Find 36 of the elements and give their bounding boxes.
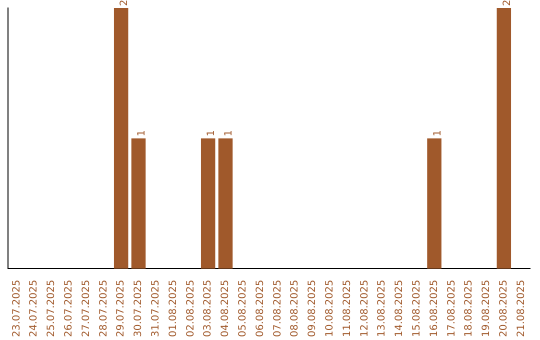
x-tick-label: 04.08.2025	[220, 280, 232, 338]
x-tick-label: 13.08.2025	[376, 280, 388, 338]
x-tick-label: 02.08.2025	[185, 280, 196, 338]
data-label: 1	[224, 130, 235, 136]
x-tick-label: 27.07.2025	[80, 280, 92, 338]
x-tick-label: 31.07.2025	[150, 280, 162, 338]
x-tick-label: 26.07.2025	[63, 280, 74, 338]
data-label: 1	[136, 130, 148, 136]
x-tick-label: 15.08.2025	[411, 280, 422, 338]
x-tick-label: 21.08.2025	[516, 280, 527, 338]
data-label: 2	[119, 0, 130, 6]
x-tick-label: 23.07.2025	[11, 280, 22, 338]
data-label: 1	[432, 130, 444, 136]
x-tick-label: 08.08.2025	[290, 280, 301, 338]
x-tick-label: 17.08.2025	[446, 280, 458, 338]
x-tick-label: 01.08.2025	[168, 280, 179, 338]
x-tick-label: 19.08.2025	[481, 280, 492, 338]
x-tick-label: 24.07.2025	[28, 280, 40, 338]
x-tick-label: 14.08.2025	[394, 280, 406, 338]
x-tick-label: 05.08.2025	[237, 280, 248, 338]
x-tick-label: 29.07.2025	[116, 280, 127, 338]
x-tick-label: 16.08.2025	[428, 280, 440, 338]
x-tick-label: 06.08.2025	[254, 280, 266, 338]
data-label: 2	[502, 0, 513, 6]
x-tick-label: 09.08.2025	[307, 280, 318, 338]
x-tick-label: 20.08.2025	[498, 280, 510, 338]
data-label: 1	[206, 130, 218, 136]
x-tick-label: 25.07.2025	[46, 280, 58, 338]
x-tick-label: 11.08.2025	[342, 280, 353, 338]
x-tick-label: 18.08.2025	[464, 280, 475, 338]
x-tick-label: 10.08.2025	[324, 280, 336, 338]
x-tick-label: 28.07.2025	[98, 280, 110, 338]
x-tick-label: 03.08.2025	[202, 280, 214, 338]
x-tick-label: 12.08.2025	[359, 280, 370, 338]
x-tick-label: 07.08.2025	[272, 280, 284, 338]
x-tick-label: 30.07.2025	[133, 280, 144, 338]
